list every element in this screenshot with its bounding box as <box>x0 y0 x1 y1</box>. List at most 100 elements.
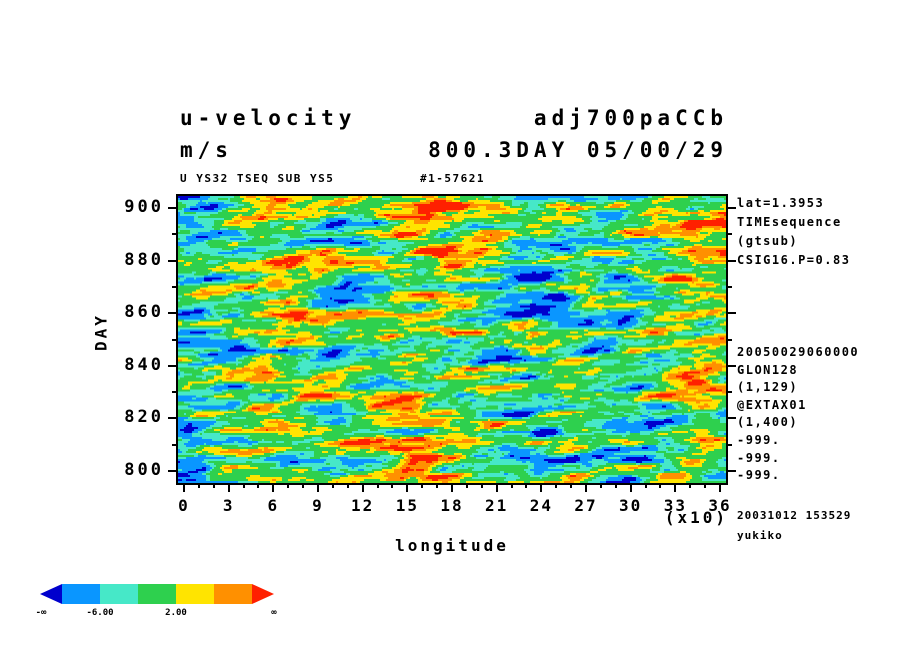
x-major-tick <box>495 483 498 492</box>
y-minor-tick <box>172 338 178 341</box>
colorbar-segment <box>138 584 176 604</box>
x-minor-tick <box>525 483 528 488</box>
y-major-tick <box>168 312 178 315</box>
y-tick-label: 840 <box>124 354 164 375</box>
colorbar: -6.00 2.00 -∞ ∞ <box>36 584 320 624</box>
y-major-tick <box>168 470 178 473</box>
subheader-record-number: #1-57621 <box>420 172 485 185</box>
y-major-tick-right <box>726 312 736 315</box>
x-minor-tick <box>436 483 439 488</box>
y-minor-tick <box>172 391 178 394</box>
x-minor-tick <box>510 483 513 488</box>
colorbar-segment <box>62 584 100 604</box>
colorbar-boundary-label: 2.00 <box>165 608 187 618</box>
x-minor-tick <box>302 483 305 488</box>
note-grid-dims-1: (1,129) <box>737 380 799 395</box>
x-major-tick <box>227 483 230 492</box>
plot-units-label: m/s <box>180 138 233 162</box>
y-major-tick <box>168 364 178 367</box>
x-minor-tick <box>242 483 245 488</box>
note-csig: CSIG16.P=0.83 <box>737 253 851 267</box>
x-tick-label: 18 <box>440 496 464 515</box>
x-major-tick <box>272 483 275 492</box>
note-lat: lat=1.3953 <box>737 196 825 210</box>
y-major-tick <box>168 417 178 420</box>
plot-title-experiment: adj700paCCb <box>533 106 728 130</box>
y-tick-label: 860 <box>124 302 164 323</box>
x-tick-label: 36 <box>708 496 732 515</box>
y-tick-label: 820 <box>124 407 164 428</box>
note-grid-dims-2: (1,400) <box>737 415 799 430</box>
x-minor-tick <box>659 483 662 488</box>
x-tick-label: 12 <box>351 496 375 515</box>
x-minor-tick <box>570 483 573 488</box>
x-minor-tick <box>614 483 617 488</box>
colorbar-right-end-label: ∞ <box>271 608 277 618</box>
x-tick-label: 9 <box>312 496 324 515</box>
x-major-tick <box>361 483 364 492</box>
x-major-tick <box>540 483 543 492</box>
note-extaxis: @EXTAX01 <box>737 397 807 412</box>
y-minor-tick-right <box>726 443 732 446</box>
x-axis-unit: (x10) <box>664 508 728 527</box>
x-tick-label: 27 <box>574 496 598 515</box>
x-minor-tick <box>644 483 647 488</box>
x-minor-tick <box>599 483 602 488</box>
y-major-tick-right <box>726 364 736 367</box>
x-minor-tick <box>331 483 334 488</box>
plot-title-variable: u-velocity <box>180 106 357 130</box>
colorbar-segment <box>100 584 138 604</box>
note-timesequence: TIMEsequence <box>737 215 842 229</box>
x-minor-tick <box>689 483 692 488</box>
y-minor-tick-right <box>726 285 732 288</box>
x-minor-tick <box>376 483 379 488</box>
x-minor-tick <box>197 483 200 488</box>
x-tick-label: 21 <box>485 496 509 515</box>
colorbar-right-arrow-icon <box>252 584 274 604</box>
y-minor-tick-right <box>726 233 732 236</box>
x-tick-label: 6 <box>267 496 280 515</box>
x-minor-tick <box>287 483 290 488</box>
x-minor-tick <box>480 483 483 488</box>
x-major-tick <box>585 483 587 492</box>
x-minor-tick <box>391 483 394 488</box>
note-missing-1: -999. <box>737 432 781 447</box>
x-minor-tick <box>212 483 215 488</box>
colorbar-segment <box>176 584 214 604</box>
x-major-tick <box>317 483 319 492</box>
subheader-dataset-id: U YS32 TSEQ SUB YS5 <box>180 172 335 185</box>
y-major-tick-right <box>726 259 736 262</box>
x-minor-tick <box>421 483 424 488</box>
note-creation-stamp: 20031012 153529 <box>737 509 852 522</box>
x-tick-label: 30 <box>619 496 643 515</box>
x-major-tick <box>629 483 632 492</box>
y-major-tick-right <box>726 417 736 420</box>
plot-title-datetime: 800.3DAY 05/00/29 <box>428 138 728 162</box>
x-major-tick <box>674 483 677 492</box>
y-major-tick-right <box>726 470 736 473</box>
note-datetime-stamp: 20050029060000 <box>737 345 860 359</box>
note-missing-3: -999. <box>737 468 781 483</box>
note-author: yukiko <box>737 529 783 542</box>
y-major-tick-right <box>726 206 736 209</box>
x-minor-tick <box>257 483 260 488</box>
x-major-tick <box>719 483 721 492</box>
x-minor-tick <box>465 483 468 488</box>
y-minor-tick-right <box>726 391 732 394</box>
colorbar-boundary-label: -6.00 <box>86 608 114 618</box>
x-minor-tick <box>704 483 707 488</box>
y-minor-tick <box>172 233 178 236</box>
x-axis-title: longitude <box>395 536 509 555</box>
x-minor-tick <box>346 483 349 488</box>
y-minor-tick-right <box>726 338 732 341</box>
y-minor-tick <box>172 285 178 288</box>
x-tick-label: 24 <box>529 496 553 515</box>
y-tick-label: 880 <box>124 249 164 270</box>
note-grid-name: GLON128 <box>737 362 799 377</box>
colorbar-left-end-label: -∞ <box>35 608 47 618</box>
side-notes-footer: 20031012 153529 yukiko <box>737 506 851 546</box>
heatmap-canvas <box>178 196 726 483</box>
note-gtsub: (gtsub) <box>737 234 799 248</box>
x-major-tick <box>406 483 409 492</box>
